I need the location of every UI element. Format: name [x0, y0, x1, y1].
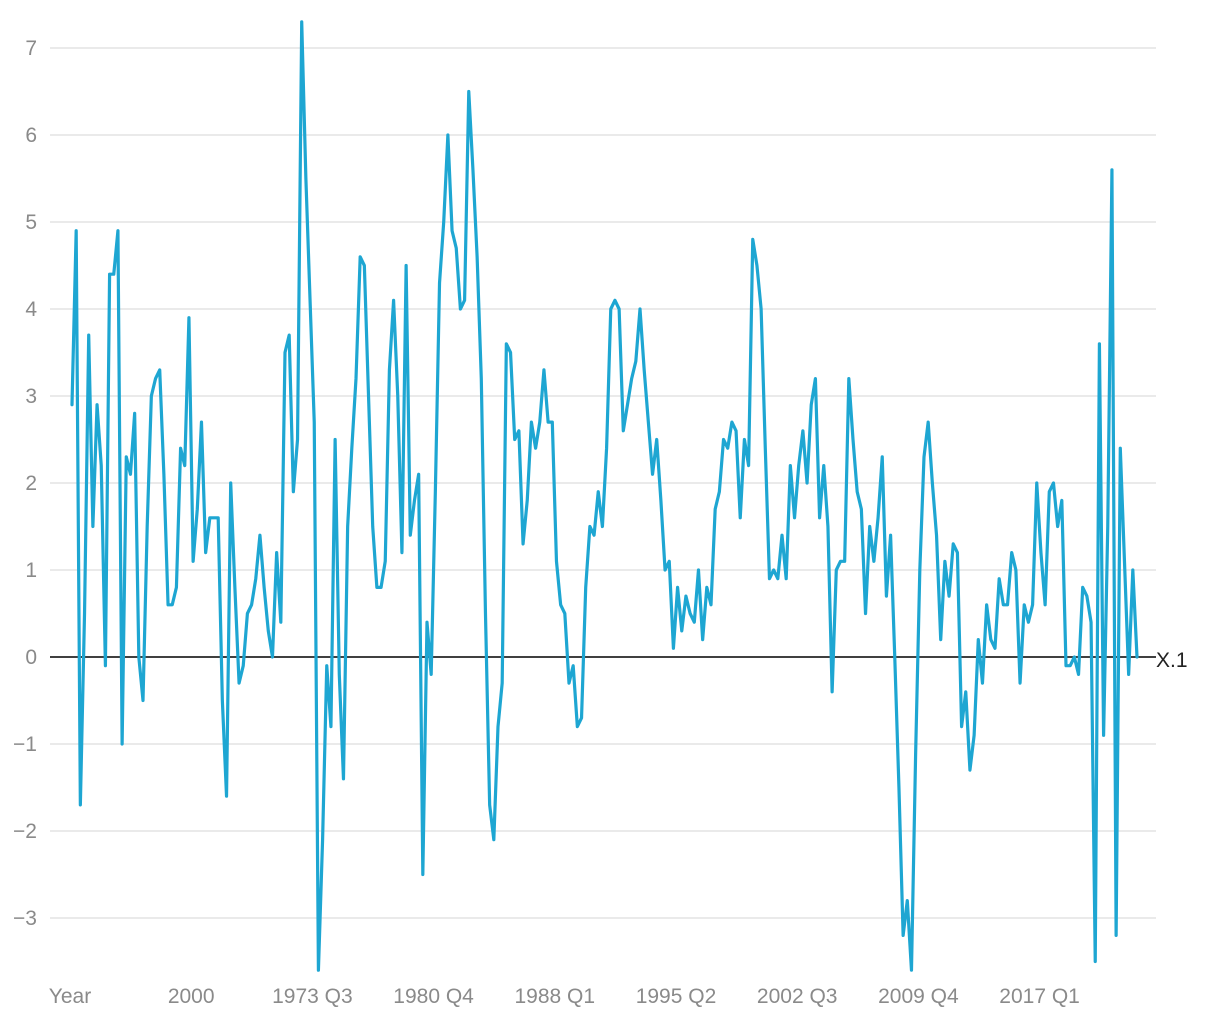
y-tick-label: 6 — [25, 124, 37, 147]
y-tick-label: 1 — [25, 559, 37, 582]
y-tick-label: −1 — [13, 733, 37, 756]
x-tick-label: 2009 Q4 — [878, 985, 959, 1008]
y-tick-label: −3 — [13, 907, 37, 930]
x-tick-label: 1995 Q2 — [636, 985, 717, 1008]
y-tick-label: 0 — [25, 646, 37, 669]
y-tick-label: −2 — [13, 820, 37, 843]
x-tick-label: 1973 Q3 — [272, 985, 353, 1008]
x-tick-label: 2017 Q1 — [999, 985, 1080, 1008]
x-tick-label: 1988 Q1 — [515, 985, 596, 1008]
series-label-x1: X.1 — [1156, 649, 1188, 672]
y-tick-label: 3 — [25, 385, 37, 408]
x-tick-label: Year — [49, 985, 91, 1008]
x-tick-label: 2000 — [168, 985, 215, 1008]
x-tick-label: 2002 Q3 — [757, 985, 838, 1008]
x-axis-ticks: Year 2000 1973 Q3 1980 Q4 1988 Q1 1995 Q2 2002… — [49, 985, 1080, 1008]
y-tick-label: 5 — [25, 211, 37, 234]
y-tick-label: 4 — [25, 298, 37, 321]
y-tick-label: 2 — [25, 472, 37, 495]
y-tick-label: 7 — [25, 37, 37, 60]
y-axis-ticks: −3 −2 −1 0 1 2 3 4 5 6 7 — [13, 37, 37, 930]
x-tick-label: 1980 Q4 — [393, 985, 474, 1008]
series-line-x1 — [70, 20, 1139, 972]
gridlines — [50, 47, 1156, 919]
